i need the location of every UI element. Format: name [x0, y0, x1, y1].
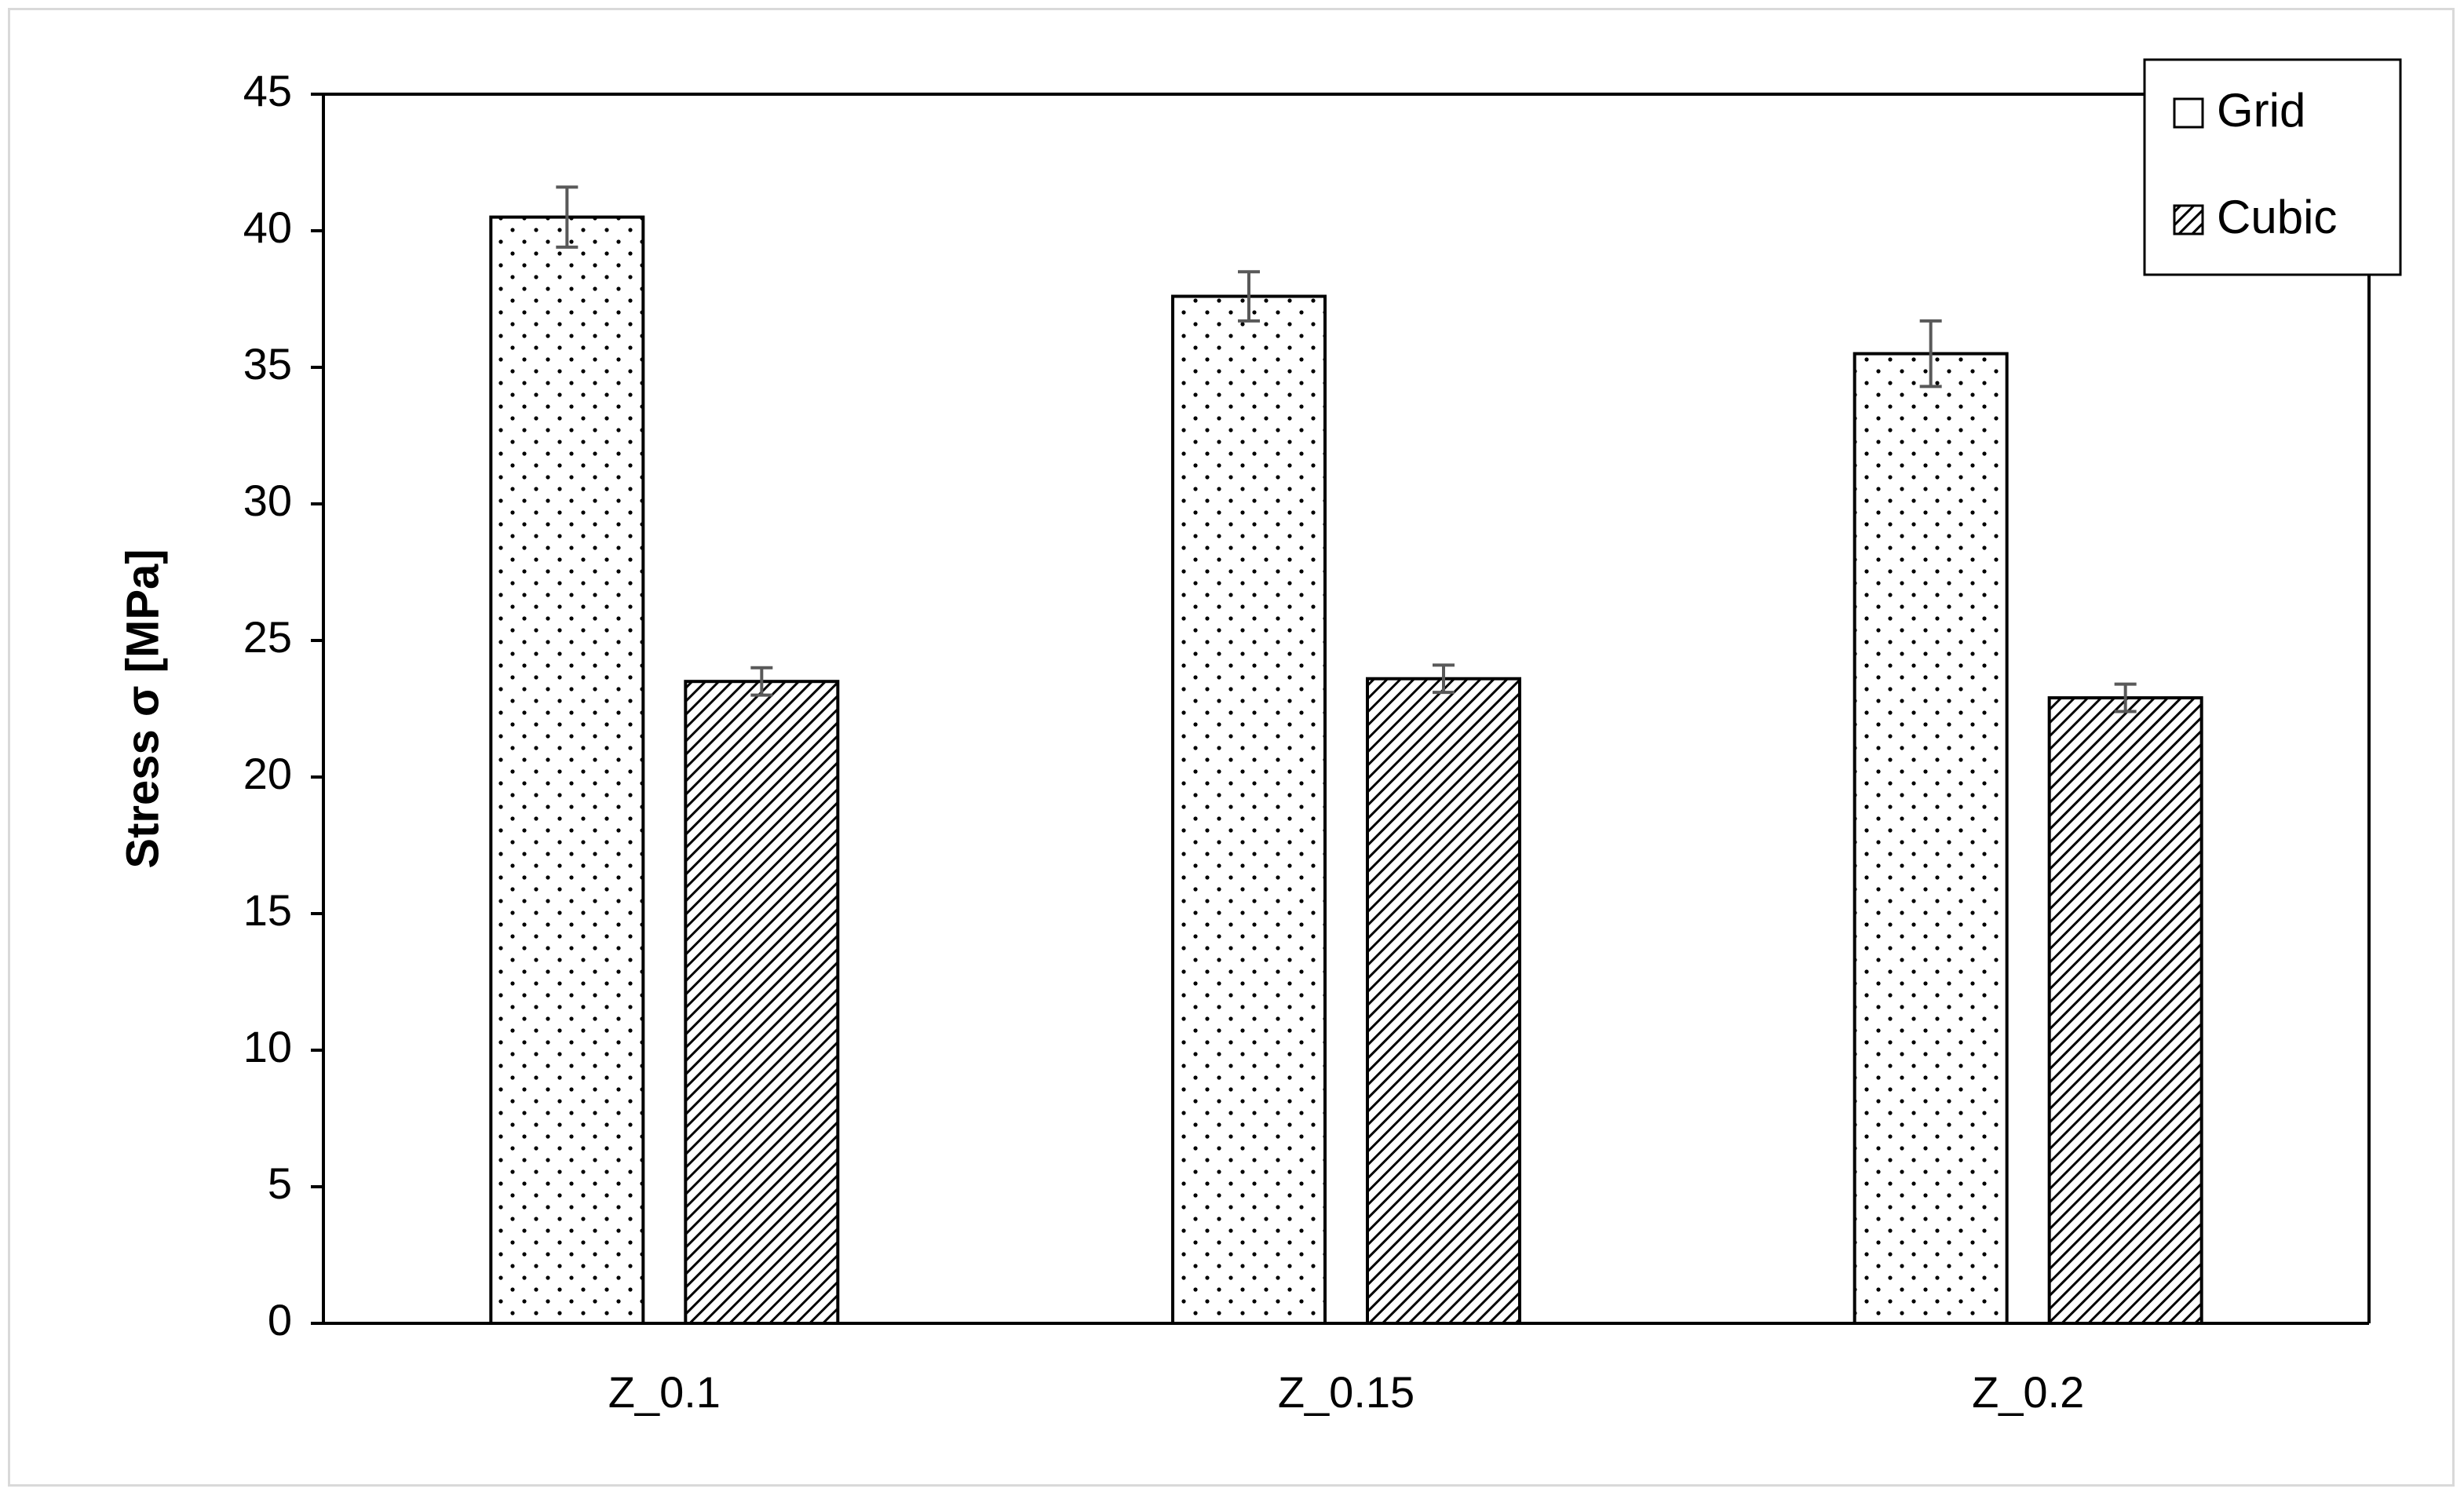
bar-cubic — [1366, 677, 1521, 1325]
bar-grid — [489, 215, 645, 1326]
y-tick-label: 30 — [243, 476, 292, 525]
y-tick-label: 20 — [243, 749, 292, 798]
y-tick-label: 15 — [243, 885, 292, 935]
bar-grid — [1171, 294, 1327, 1325]
y-tick-label: 40 — [243, 203, 292, 252]
plot-area — [323, 93, 2371, 1323]
y-tick-label: 45 — [243, 66, 292, 115]
legend-swatch-cubic — [2173, 204, 2204, 235]
y-ticks: 0 5 10 15 20 25 30 35 40 45 — [243, 66, 323, 1345]
legend-label-cubic: Cubic — [2217, 191, 2337, 243]
legend-label-grid: Grid — [2217, 84, 2305, 137]
x-tick-label: Z_0.1 — [608, 1367, 721, 1417]
y-tick-label: 5 — [268, 1158, 292, 1208]
bar-grid — [1853, 352, 2009, 1326]
legend-box — [2143, 58, 2402, 276]
x-ticks: Z_0.1 Z_0.15 Z_0.2 — [608, 1367, 2085, 1417]
x-tick-label: Z_0.15 — [1278, 1367, 1415, 1417]
bar-cubic — [2047, 696, 2203, 1325]
legend: Grid Cubic — [2143, 58, 2402, 276]
y-tick-label: 10 — [243, 1022, 292, 1071]
error-bars — [556, 185, 2137, 713]
x-tick-label: Z_0.2 — [1972, 1367, 2084, 1417]
axes — [322, 94, 2369, 1325]
legend-swatch-grid — [2173, 97, 2204, 129]
y-tick-label: 25 — [243, 612, 292, 662]
y-tick-label: 0 — [268, 1295, 292, 1345]
y-tick-label: 35 — [243, 339, 292, 389]
y-axis-title: Stress σ [MPa] — [117, 549, 168, 868]
bars — [489, 215, 2203, 1326]
bar-cubic — [684, 680, 840, 1325]
